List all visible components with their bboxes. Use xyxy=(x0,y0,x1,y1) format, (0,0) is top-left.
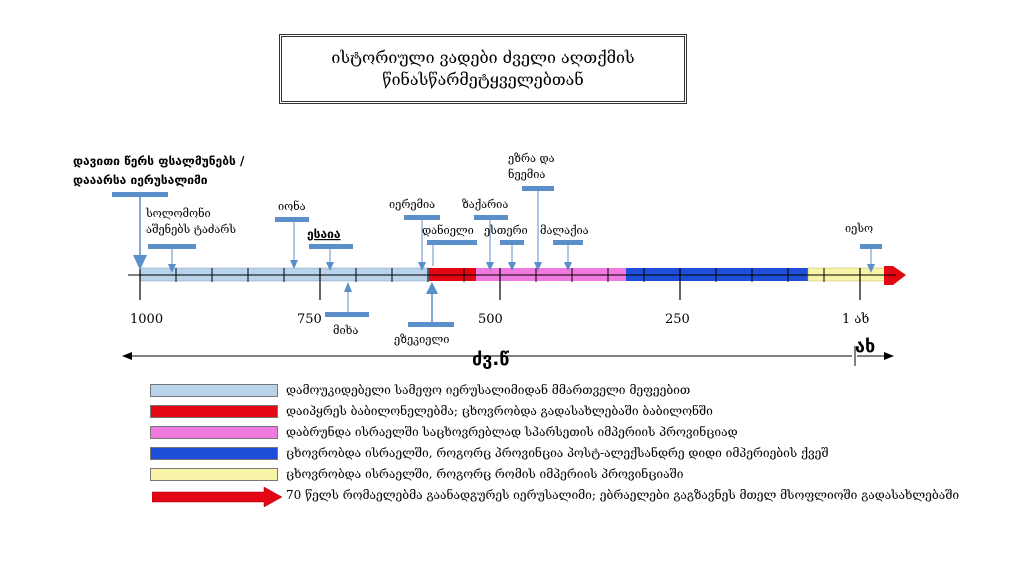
label-david-line2: დააარსა იერუსალიმი xyxy=(73,173,208,187)
marker-ezra-bar xyxy=(522,186,554,191)
legend-arrow-diaspora xyxy=(152,487,282,507)
marker-malachi-bar xyxy=(553,240,583,245)
marker-ezra-arrow xyxy=(534,262,542,271)
label-ezra-line1: ეზრა და xyxy=(508,152,555,165)
legend-swatch-persia xyxy=(150,426,278,439)
title-line-2: წინასწარმეტყველებთან xyxy=(382,70,584,89)
label-jesus: იესო xyxy=(845,222,873,235)
marker-jonah-arrow xyxy=(290,260,298,269)
marker-jesus-arrow xyxy=(867,264,875,273)
legend-row-persia: დაბრუნდა ისრაელში საცხოვრებლად სპარსეთის… xyxy=(150,424,1010,445)
legend-row-hellenistic: ცხოვრობდა ისრაელში, როგორც პროვინცია პოს… xyxy=(150,445,1010,466)
label-daniel: დანიელი xyxy=(422,224,474,237)
label-zechariah: ზაქარია xyxy=(462,198,508,211)
legend-text-diaspora: 70 წელს რომაელებმა გაანადგურეს იერუსალიმ… xyxy=(286,488,960,502)
marker-esther-bar xyxy=(500,240,524,245)
label-jonah: იონა xyxy=(278,200,306,213)
label-solomon-line1: სოლომონი xyxy=(145,207,211,220)
era-label-bc: ძვ.წ xyxy=(472,349,509,370)
tick-label-1-ad: 1 ახ xyxy=(842,312,869,327)
marker-jeremiah-arrow xyxy=(418,262,426,271)
tick-label-1000: 1000 xyxy=(130,312,163,327)
marker-david-arrow xyxy=(133,255,147,270)
marker-isaiah-bar xyxy=(309,244,353,249)
legend-text-hellenistic: ცხოვრობდა ისრაელში, როგორც პროვინცია პოს… xyxy=(286,446,829,460)
legend-row-rome: ცხოვრობდა ისრაელში, როგორც რომის იმპერიი… xyxy=(150,466,1010,487)
marker-zechariah-bar xyxy=(474,215,508,220)
legend-swatch-babylon xyxy=(150,405,278,418)
tick-label-750: 750 xyxy=(297,312,322,327)
era-ad-arrowhead xyxy=(884,352,894,360)
legend-row-independent: დამოუკიდებელი სამეფო იერუსალიმიდან მმართ… xyxy=(150,382,1010,403)
era-label-ad: ახ xyxy=(855,336,875,357)
label-jeremiah: იერემია xyxy=(389,198,435,211)
label-malachi: მალაქია xyxy=(540,224,589,237)
marker-zechariah-arrow xyxy=(486,262,494,271)
marker-jesus-bar xyxy=(860,244,882,249)
marker-micah-bar xyxy=(325,312,369,317)
marker-esther-arrow xyxy=(508,262,516,271)
legend-swatch-hellenistic xyxy=(150,447,278,460)
tick-label-250: 250 xyxy=(665,312,690,327)
marker-ezekiel-bar xyxy=(408,322,454,327)
marker-jeremiah-bar xyxy=(404,215,440,220)
label-ezra-line2: ნეემია xyxy=(508,168,545,181)
legend-text-independent: დამოუკიდებელი სამეფო იერუსალიმიდან მმართ… xyxy=(286,383,691,397)
marker-ezekiel-arrow xyxy=(426,282,438,294)
legend-swatch-independent xyxy=(150,384,278,397)
marker-micah-arrow xyxy=(344,282,352,292)
legend-text-rome: ცხოვრობდა ისრაელში, როგორც რომის იმპერიი… xyxy=(286,467,684,481)
marker-solomon-arrow xyxy=(168,264,176,273)
legend-text-persia: დაბრუნდა ისრაელში საცხოვრებლად სპარსეთის… xyxy=(286,425,738,439)
tick-label-500: 500 xyxy=(478,312,503,327)
legend-row-diaspora: 70 წელს რომაელებმა გაანადგურეს იერუსალიმ… xyxy=(150,487,1010,527)
label-ezekiel: ეზეკიელი xyxy=(394,333,449,346)
legend-text-babylon: დაიპყრეს ბაბილონელებმა; ცხოვრობდა გადასა… xyxy=(286,404,713,418)
timeline-diagram: 1000 750 500 250 1 ახ ძვ.წ ახ xyxy=(73,152,906,370)
marker-david-bar xyxy=(112,192,168,197)
marker-jonah-bar xyxy=(275,217,309,222)
legend-swatch-rome xyxy=(150,468,278,481)
marker-isaiah-arrow xyxy=(326,262,334,271)
minor-ticks xyxy=(175,268,825,282)
marker-malachi-arrow xyxy=(564,262,572,271)
title-line-1: ისტორიული ვადები ძველი აღთქმის xyxy=(331,48,635,67)
legend-row-babylon: დაიპყრეს ბაბილონელებმა; ცხოვრობდა გადასა… xyxy=(150,403,1010,424)
marker-solomon-bar xyxy=(148,244,196,249)
major-ticks xyxy=(139,268,861,300)
label-david-line1: დავითი წერს ფსალმუნებს / xyxy=(73,154,245,168)
marker-daniel-bar xyxy=(427,240,477,245)
label-solomon-line2: აშენებს ტაძარს xyxy=(146,223,236,236)
label-micah: მიხა xyxy=(333,324,358,337)
era-bc-arrowhead xyxy=(122,352,132,360)
label-esther: ესთერი xyxy=(484,224,528,237)
title-box: ისტორიული ვადები ძველი აღთქმის წინასწარმ… xyxy=(279,34,687,104)
legend: დამოუკიდებელი სამეფო იერუსალიმიდან მმართ… xyxy=(150,382,1010,527)
label-isaiah: ესაია xyxy=(307,227,341,241)
